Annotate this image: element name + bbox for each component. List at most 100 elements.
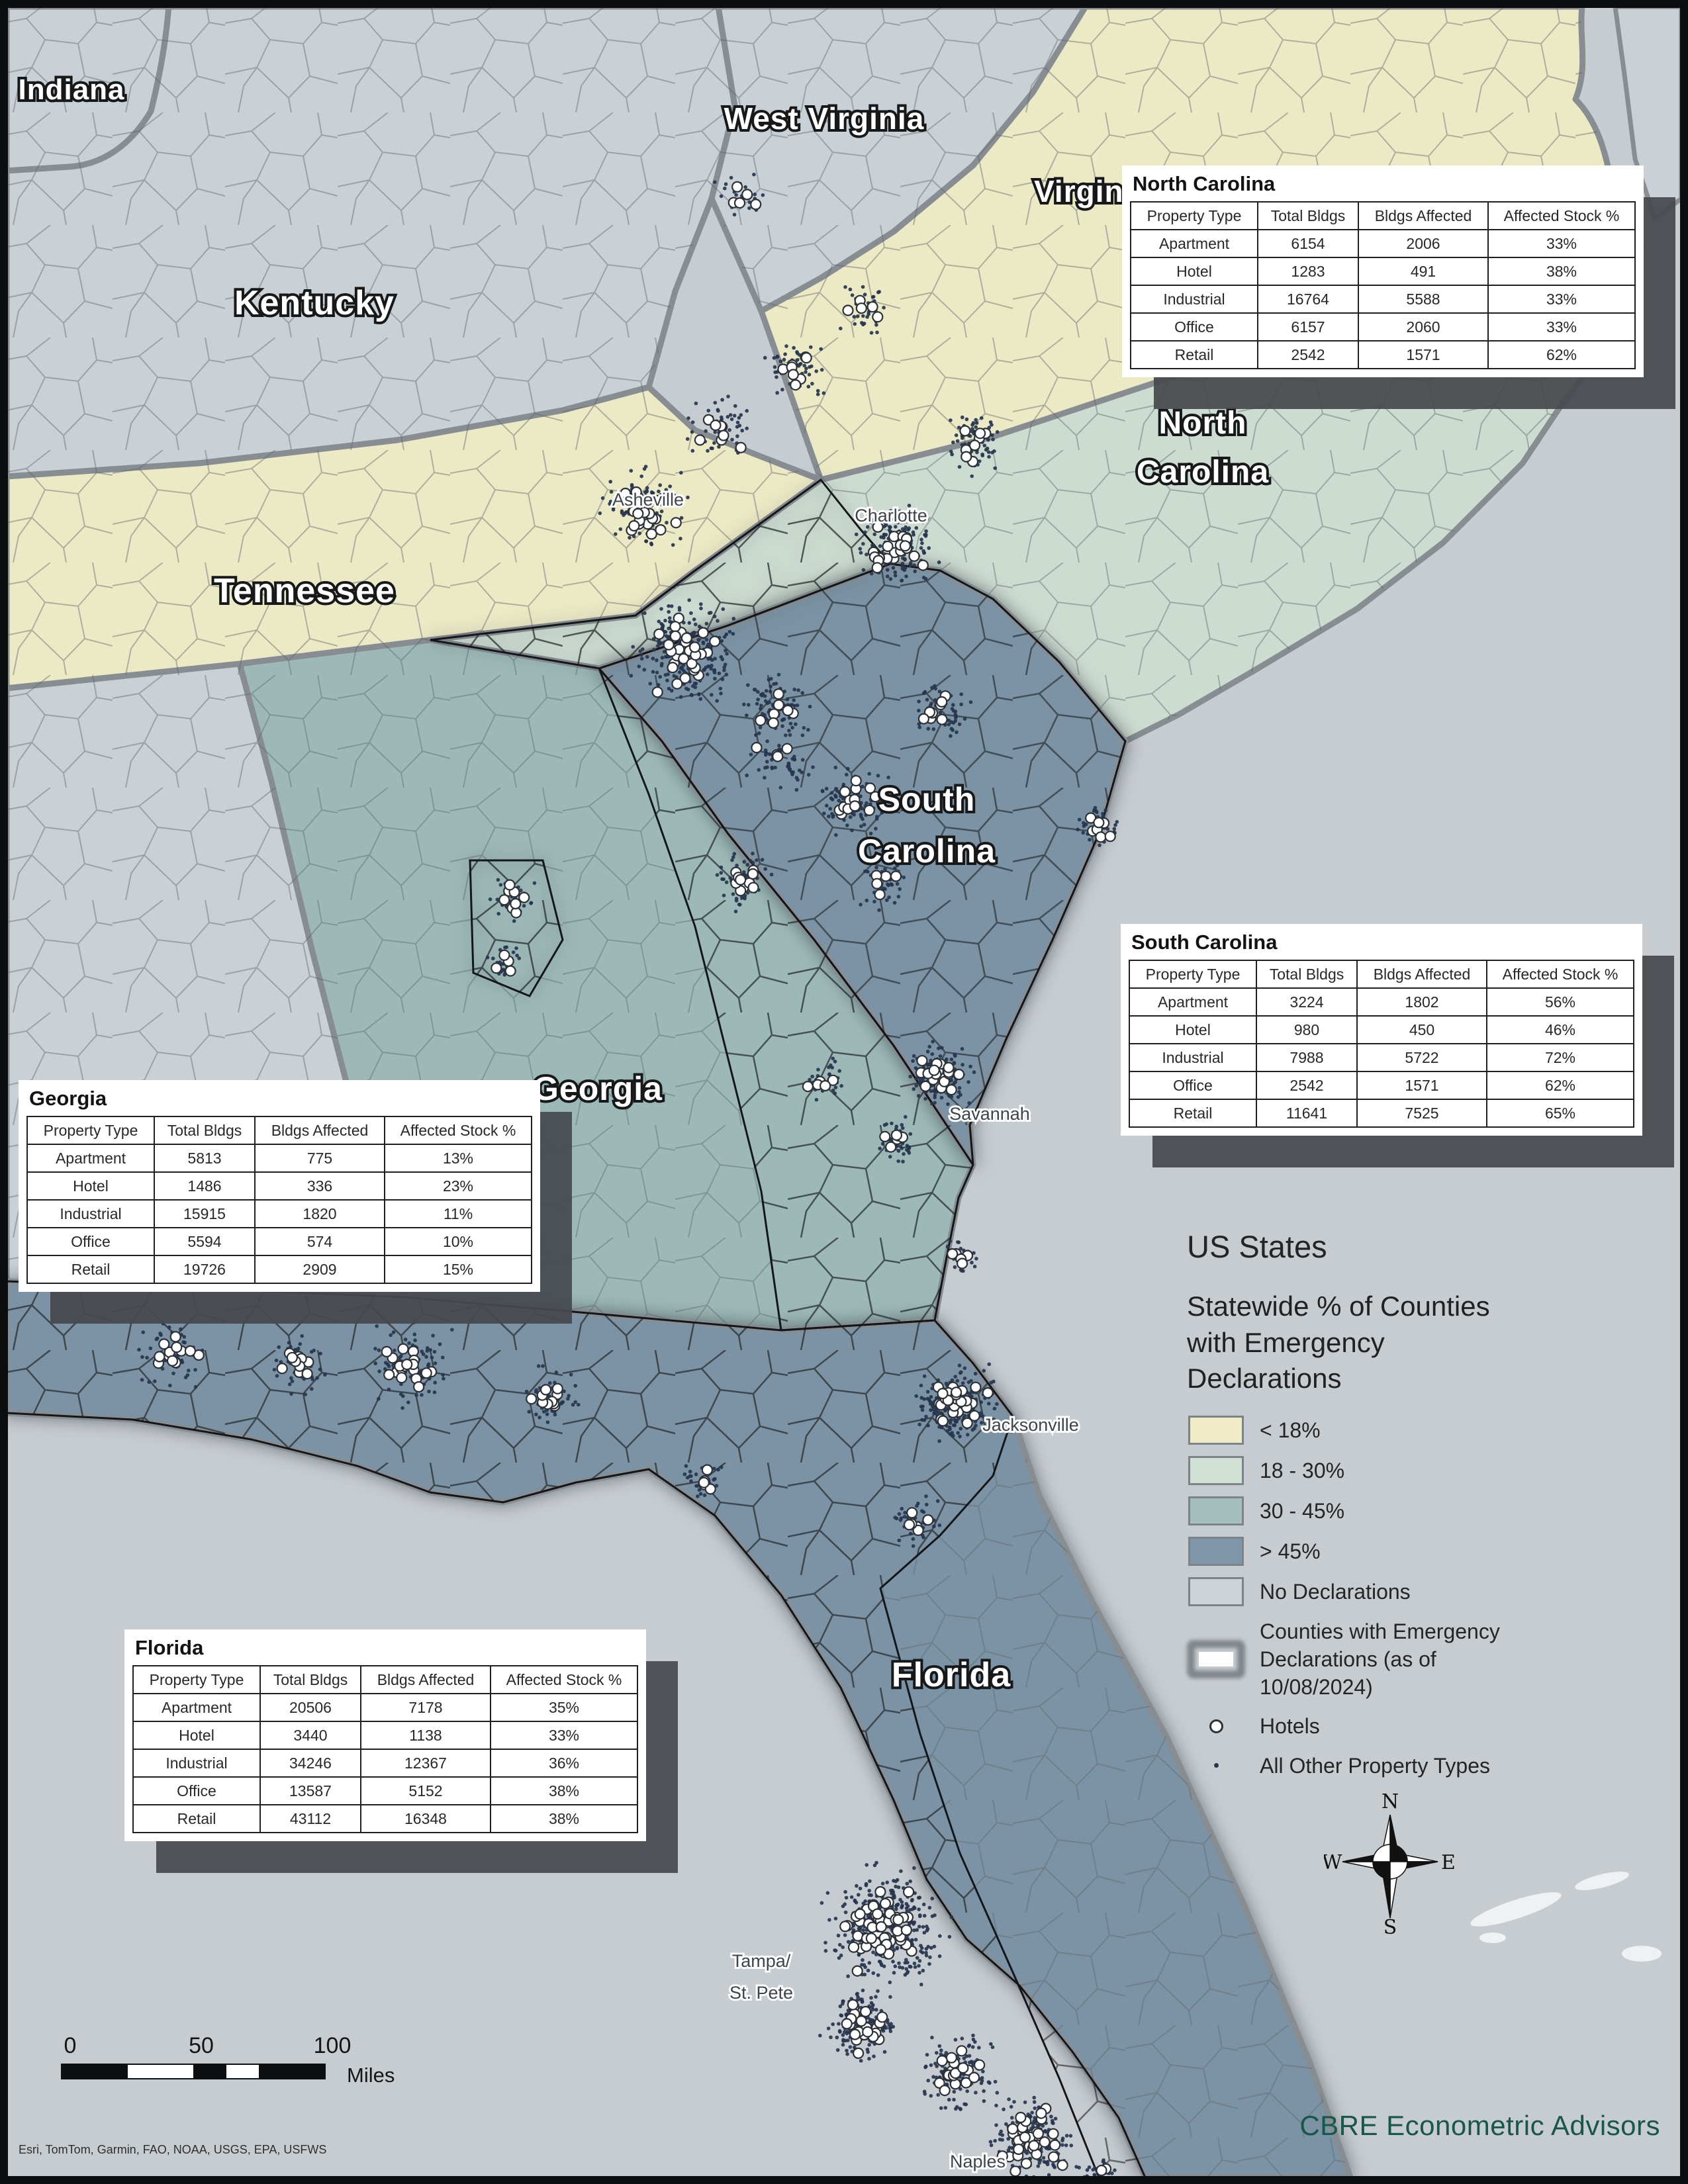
property-dot [734, 899, 739, 903]
property-dot [917, 1080, 921, 1084]
property-dot [1002, 2107, 1006, 2111]
city-labels-layer: Asheville Charlotte Savannah Jacksonville Ta… [610, 488, 1081, 2173]
property-dot [901, 556, 905, 561]
property-dot [954, 715, 958, 720]
property-dot [959, 692, 963, 696]
hotel-dot [879, 1897, 892, 1909]
property-dot [706, 449, 710, 453]
property-dot [731, 855, 735, 859]
property-dot [968, 1392, 972, 1396]
property-dot [547, 1381, 552, 1385]
property-dot [788, 733, 792, 737]
property-dot [932, 1944, 937, 1948]
data-table-south-carolina: South Carolina Property Type Total Bldgs Bl… [1121, 924, 1642, 1136]
property-dot [728, 876, 732, 880]
property-dot [964, 417, 969, 422]
property-dot [722, 668, 726, 672]
property-dot [287, 1382, 292, 1387]
property-dot [642, 668, 647, 672]
property-dot [669, 604, 674, 608]
property-dot [756, 690, 760, 694]
property-dot [679, 537, 682, 541]
property-dot [987, 1402, 991, 1406]
property-dot [761, 193, 765, 197]
property-dot [754, 733, 758, 737]
property-dot [901, 1160, 905, 1163]
property-dot [1046, 2160, 1050, 2164]
property-dot [885, 574, 890, 578]
property-dot [862, 1963, 867, 1967]
property-dot [430, 1355, 434, 1360]
property-dot [512, 919, 516, 923]
hotel-dot [871, 1908, 884, 1920]
property-dot [925, 1502, 929, 1507]
property-dot [916, 1094, 921, 1098]
property-dot [663, 673, 668, 677]
property-dot [672, 674, 677, 678]
hotel-dot [827, 1074, 839, 1086]
data-table-florida: Florida Property Type Total Bldgs Bldgs Aff… [124, 1629, 646, 1841]
property-dot [876, 1973, 880, 1978]
hotel-dot [974, 428, 986, 439]
property-dot [874, 323, 878, 327]
property-dot [1115, 820, 1119, 824]
property-dot [950, 452, 954, 457]
table-row: Industrial 16764 5588 33% [1130, 285, 1636, 314]
property-dot [667, 616, 672, 620]
hotel-dot [880, 870, 892, 882]
property-dot [680, 667, 684, 671]
property-dot [874, 866, 878, 870]
table-row: Apartment 3224 1802 56% [1129, 987, 1634, 1017]
table-cell: Hotel [26, 1171, 155, 1201]
property-dot [955, 1379, 960, 1383]
property-dot [569, 1373, 573, 1377]
property-dot [825, 1891, 830, 1895]
property-dot [724, 672, 729, 676]
property-dot [888, 1995, 892, 1999]
property-dot [1092, 2173, 1097, 2177]
property-dot [687, 598, 691, 602]
property-dot [735, 863, 739, 868]
property-dot [894, 525, 898, 529]
property-dot [924, 1494, 928, 1498]
property-dot [894, 1907, 898, 1911]
property-dot [912, 1866, 916, 1870]
property-dot [795, 351, 800, 355]
property-dot [808, 704, 812, 709]
property-dot [272, 1367, 277, 1372]
property-dot [923, 2065, 927, 2070]
property-dot [888, 525, 892, 529]
property-dot [649, 498, 653, 503]
property-dot [837, 798, 841, 803]
table-header: Bldgs Affected [360, 1665, 491, 1694]
property-dot [895, 864, 900, 868]
property-dot [949, 1095, 954, 1099]
property-dot [947, 2097, 951, 2102]
hotel-dot [698, 1477, 710, 1488]
property-dot [1081, 831, 1085, 835]
property-dot [802, 726, 806, 730]
property-dot [885, 1880, 889, 1885]
legend-item: > 45% [1187, 1536, 1584, 1566]
property-dot [753, 192, 757, 197]
property-dot [643, 465, 648, 469]
property-dot [659, 641, 663, 645]
property-dot [982, 1414, 986, 1419]
state-label: South Carolina [858, 781, 996, 870]
property-dot [643, 611, 647, 615]
property-dot [893, 573, 898, 578]
legend-swatch-wrap [1187, 1576, 1245, 1606]
property-dot [1082, 821, 1086, 825]
table-title: South Carolina [1131, 931, 1278, 954]
property-dot [946, 1102, 950, 1107]
property-dot [930, 1896, 935, 1901]
property-dot [877, 1960, 882, 1964]
property-dot [881, 2028, 886, 2033]
property-dot [917, 1422, 921, 1427]
hotel-dot [865, 1933, 877, 1944]
property-dot [796, 688, 800, 692]
table-cell: Hotel [1130, 257, 1258, 286]
hotel-dot [867, 301, 878, 313]
table-cell: 10% [384, 1227, 532, 1256]
property-dot [303, 1392, 308, 1396]
